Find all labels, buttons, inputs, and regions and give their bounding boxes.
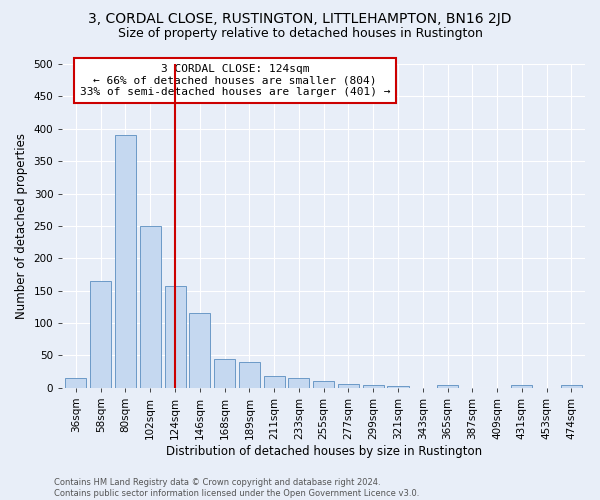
Bar — [189, 314, 211, 388]
Bar — [511, 384, 532, 388]
Y-axis label: Number of detached properties: Number of detached properties — [15, 133, 28, 319]
Bar — [561, 384, 582, 388]
Bar — [263, 376, 284, 388]
Bar — [115, 135, 136, 388]
Bar — [289, 378, 310, 388]
Text: Size of property relative to detached houses in Rustington: Size of property relative to detached ho… — [118, 28, 482, 40]
Text: 3 CORDAL CLOSE: 124sqm
← 66% of detached houses are smaller (804)
33% of semi-de: 3 CORDAL CLOSE: 124sqm ← 66% of detached… — [80, 64, 390, 97]
Bar — [90, 281, 111, 388]
Bar — [239, 362, 260, 388]
Bar — [388, 386, 409, 388]
Bar — [140, 226, 161, 388]
X-axis label: Distribution of detached houses by size in Rustington: Distribution of detached houses by size … — [166, 444, 482, 458]
Text: 3, CORDAL CLOSE, RUSTINGTON, LITTLEHAMPTON, BN16 2JD: 3, CORDAL CLOSE, RUSTINGTON, LITTLEHAMPT… — [88, 12, 512, 26]
Bar — [338, 384, 359, 388]
Bar — [437, 384, 458, 388]
Bar — [214, 360, 235, 388]
Bar — [65, 378, 86, 388]
Bar — [362, 384, 384, 388]
Text: Contains HM Land Registry data © Crown copyright and database right 2024.
Contai: Contains HM Land Registry data © Crown c… — [54, 478, 419, 498]
Bar — [313, 382, 334, 388]
Bar — [164, 286, 185, 388]
